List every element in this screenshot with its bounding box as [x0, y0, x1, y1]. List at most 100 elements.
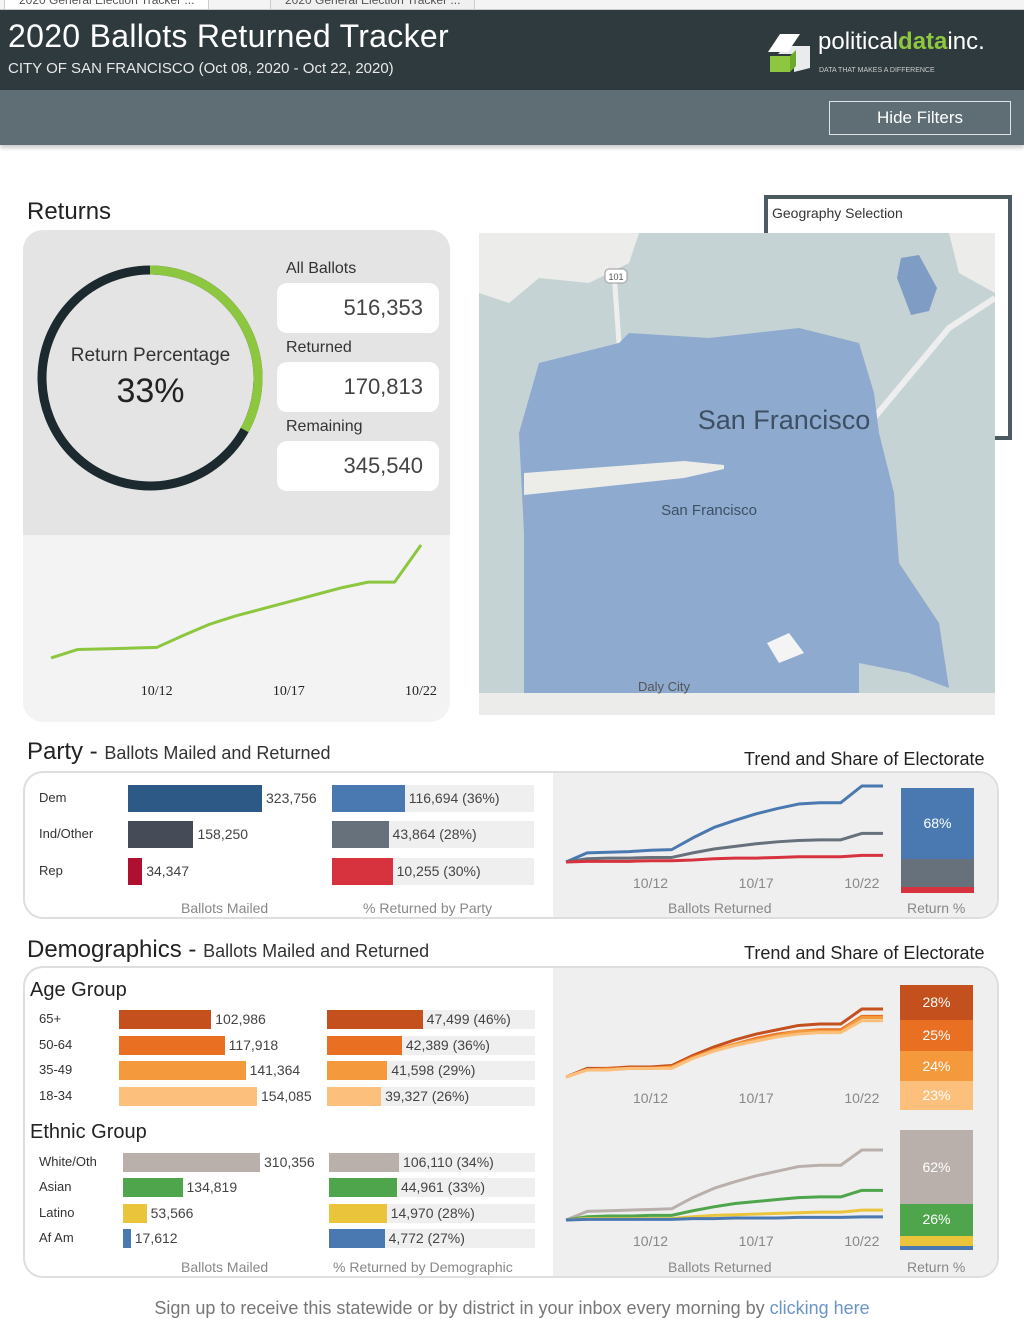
- row-label: Latino: [39, 1205, 75, 1220]
- ballots-mailed-bar: [119, 1060, 246, 1080]
- x-tick-label: 10/17: [739, 1233, 774, 1249]
- x-tick-label: 10/22: [844, 1090, 879, 1106]
- ballots-mailed-value: 141,364: [249, 1062, 301, 1078]
- row-label: 50-64: [39, 1037, 73, 1052]
- returned-by-demographic-axis: % Returned by Demographic: [333, 1259, 513, 1275]
- returned-value: 10,255 (30%): [396, 863, 481, 879]
- x-tick-label: 10/17: [739, 1090, 774, 1106]
- share-segment: 26%: [900, 1204, 973, 1236]
- demographics-heading-title: Demographics: [27, 936, 182, 963]
- ballots-mailed-value: 134,819: [186, 1179, 238, 1195]
- row-label: White/Oth: [39, 1154, 97, 1169]
- ballots-mailed-bar: [119, 1035, 225, 1055]
- page-subtitle: CITY OF SAN FRANCISCO (Oct 08, 2020 - Oc…: [8, 60, 394, 77]
- browser-tab[interactable]: 2020 General Election Tracker ...: [270, 0, 476, 9]
- row-label: 18-34: [39, 1088, 73, 1103]
- returned-value: 4,772 (27%): [388, 1230, 465, 1246]
- signup-footer: Sign up to receive this statewide or by …: [0, 1298, 1024, 1319]
- political-data-logo: politicaldatainc. DATA THAT MAKES A DIFF…: [766, 28, 1016, 86]
- row-label: 35-49: [39, 1062, 73, 1077]
- mclaren-park: [767, 633, 804, 663]
- ballots-mailed-bar: [123, 1203, 147, 1223]
- dashboard-header: 2020 Ballots Returned Tracker CITY OF SA…: [0, 10, 1024, 90]
- returned-bar: [329, 1228, 385, 1248]
- remaining-label: Remaining: [286, 418, 363, 435]
- returned-value: 39,327 (26%): [385, 1088, 470, 1104]
- row-label: Dem: [39, 790, 67, 805]
- ballots-mailed-value: 310,356: [264, 1154, 315, 1170]
- party-return-pct-axis: Return %: [907, 900, 966, 916]
- browser-tab[interactable]: 2020 General Election Tracker ...: [4, 0, 210, 9]
- page-title: 2020 Ballots Returned Tracker: [8, 18, 449, 54]
- ethnic-share-bar: 62% 26%: [900, 1130, 973, 1250]
- returned-bar: [329, 1152, 400, 1172]
- sf-land: [519, 328, 949, 693]
- share-segment: [901, 886, 974, 893]
- returned-bar: [327, 1009, 423, 1029]
- signup-link[interactable]: clicking here: [769, 1298, 870, 1318]
- ballots-mailed-value: 154,085: [261, 1088, 312, 1104]
- x-tick-label: 10/12: [141, 684, 173, 699]
- returned-value: 44,961 (33%): [400, 1179, 486, 1195]
- highway-101-shield: [604, 268, 628, 284]
- treasure-island: [897, 255, 937, 315]
- map-label-san-francisco: San Francisco: [698, 405, 871, 435]
- x-tick-label: 10/17: [739, 875, 774, 891]
- ballots-mailed-bar: [119, 1086, 257, 1106]
- geography-selection-label: Geography Selection: [772, 205, 903, 221]
- marin-land: [479, 233, 639, 303]
- ballots-mailed-bar: [128, 857, 143, 885]
- share-segment: [900, 1246, 973, 1250]
- trend-line-series-3: [565, 1019, 883, 1079]
- trend-line-series-0: [565, 1007, 883, 1079]
- donut-value: 33%: [116, 372, 185, 410]
- share-segment: [900, 1235, 973, 1247]
- ballots-mailed-value: 323,756: [266, 790, 317, 806]
- row-label: Ind/Other: [39, 826, 94, 841]
- x-tick-label: 10/17: [273, 684, 305, 699]
- ballots-mailed-axis: Ballots Mailed: [181, 900, 269, 916]
- footer-text: Sign up to receive this statewide or by …: [154, 1298, 770, 1318]
- logo-wordmark: politicaldatainc.: [818, 28, 985, 55]
- ballots-mailed-value: 53,566: [150, 1205, 194, 1221]
- party-heading: Party - Ballots Mailed and Returned: [27, 738, 331, 765]
- party-heading-title: Party: [27, 738, 84, 765]
- trend-line-series-0: [565, 1148, 883, 1222]
- x-tick-label: 10/22: [405, 684, 437, 699]
- bay-bridge: [871, 295, 995, 420]
- demo-ballots-returned-axis: Ballots Returned: [668, 1259, 772, 1275]
- all-ballots-value: 516,353: [277, 283, 439, 333]
- returns-panel: Return Percentage 33% All Ballots 516,35…: [23, 230, 450, 722]
- party-ballots-returned-axis: Ballots Returned: [668, 900, 772, 916]
- all-ballots-label: All Ballots: [286, 260, 357, 277]
- ballots-mailed-value: 102,986: [215, 1011, 266, 1027]
- trend-line-series-2: [565, 853, 883, 864]
- share-segment: 23%: [900, 1081, 973, 1110]
- logo-mark-icon: [768, 34, 810, 72]
- share-segment: 62%: [900, 1130, 973, 1205]
- returned-bar: [327, 1086, 382, 1106]
- trend-line-series-0: [565, 784, 883, 864]
- ballots-mailed-value: 158,250: [197, 826, 249, 842]
- golden-gate-park: [524, 461, 724, 495]
- row-label: Asian: [39, 1179, 72, 1194]
- ethnic-trend-chart: 10/12 10/17 10/22: [565, 1148, 883, 1249]
- party-share-bar: 68%: [901, 788, 974, 893]
- x-tick-label: 10/12: [633, 1233, 668, 1249]
- returned-bar: [329, 1177, 397, 1197]
- age-trend-chart: 10/12 10/17 10/22: [565, 1007, 883, 1106]
- returned-bar: [332, 820, 389, 848]
- returned-bar: [329, 1203, 387, 1223]
- share-segment: [901, 859, 974, 887]
- x-tick-label: 10/12: [633, 1090, 668, 1106]
- ballots-mailed-bar: [123, 1177, 183, 1197]
- ballots-mailed-bar: [128, 784, 262, 812]
- ballots-mailed-value: 117,918: [228, 1037, 279, 1053]
- returned-value: 14,970 (28%): [390, 1205, 475, 1221]
- san-francisco-map[interactable]: 101 San Francisco San Francisco Daly Cit…: [479, 233, 995, 715]
- hide-filters-button[interactable]: Hide Filters: [829, 101, 1011, 135]
- map-canvas[interactable]: 101 San Francisco San Francisco Daly Cit…: [479, 233, 995, 715]
- demographics-trend-heading: Trend and Share of Electorate: [744, 943, 985, 963]
- ballots-mailed-bar: [123, 1152, 260, 1172]
- logo-tagline: DATA THAT MAKES A DIFFERENCE: [819, 67, 935, 74]
